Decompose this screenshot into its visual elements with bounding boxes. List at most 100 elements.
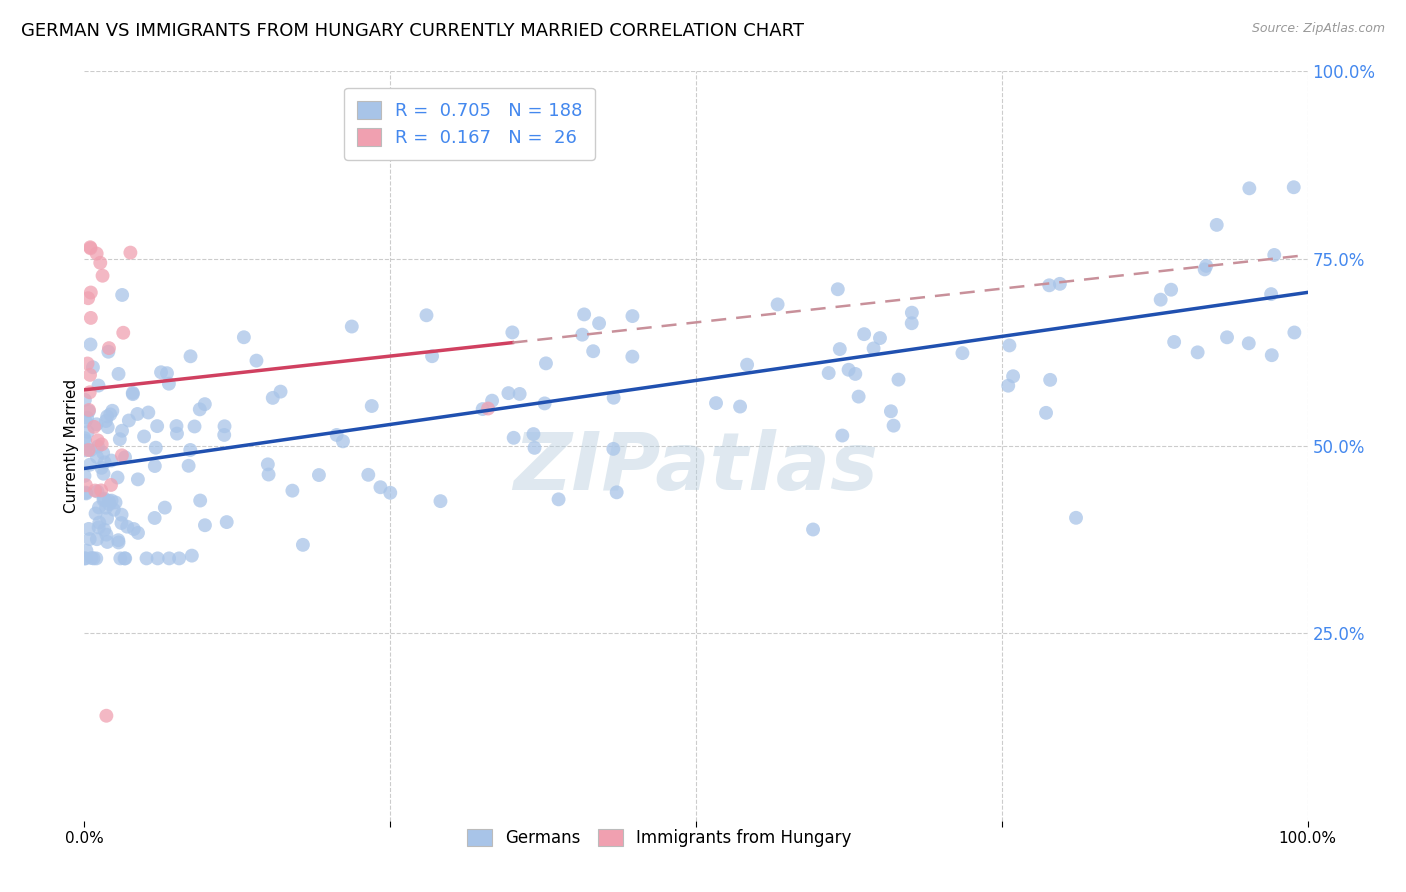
Point [509,387,531,401]
Point [80,285,103,300]
Point [281,483,304,498]
Text: ZIPatlas: ZIPatlas [513,429,879,508]
Point [606,485,628,500]
Point [853,327,876,342]
Point [1239,181,1261,195]
Point [79,241,101,255]
Point [901,306,924,320]
Point [582,344,605,359]
Point [97,493,120,508]
Point [883,418,905,433]
Point [75,414,97,428]
Point [245,353,267,368]
Point [82,360,104,375]
Point [79,458,101,472]
Point [110,508,132,522]
Point [308,468,330,483]
Point [79,368,101,382]
Point [77,291,100,305]
Point [115,519,138,533]
Point [1038,278,1060,293]
Point [143,511,166,525]
Point [801,523,824,537]
Point [621,309,644,323]
Point [111,448,134,462]
Point [87,440,110,454]
Point [257,458,280,472]
Point [77,404,100,418]
Point [73,551,96,566]
Point [84,483,107,498]
Point [602,442,624,456]
Point [104,495,127,509]
Point [97,344,120,359]
Point [502,431,524,445]
Point [340,319,363,334]
Point [602,391,624,405]
Point [831,428,853,442]
Point [183,419,205,434]
Point [87,500,110,515]
Point [93,467,115,481]
Point [232,330,254,344]
Point [180,349,202,363]
Point [887,373,910,387]
Point [127,525,149,540]
Point [114,450,136,465]
Point [87,520,110,534]
Point [1260,287,1282,301]
Point [1160,283,1182,297]
Point [73,392,96,407]
Point [84,551,107,566]
Point [111,288,134,302]
Point [87,378,110,392]
Point [360,399,382,413]
Point [180,549,202,563]
Point [96,535,118,549]
Point [332,434,354,449]
Point [704,396,727,410]
Point [107,367,129,381]
Point [87,434,110,448]
Point [1282,180,1305,194]
Point [84,507,107,521]
Point [135,551,157,566]
Point [1150,293,1173,307]
Point [146,419,169,434]
Point [1261,348,1284,362]
Point [93,455,115,469]
Point [523,441,546,455]
Point [121,387,143,401]
Point [143,458,166,473]
Point [91,268,114,283]
Point [76,410,98,425]
Point [86,417,108,432]
Point [100,493,122,508]
Point [848,390,870,404]
Point [179,442,201,457]
Point [107,535,129,549]
Point [122,522,145,536]
Point [572,307,595,321]
Point [1163,334,1185,349]
Point [127,407,149,421]
Point [166,426,188,441]
Point [93,491,115,506]
Point [588,316,610,330]
Point [1263,248,1285,262]
Point [96,708,118,723]
Point [100,478,122,492]
Point [98,408,121,422]
Point [75,486,97,500]
Point [86,450,108,464]
Point [1002,369,1025,384]
Point [96,409,118,424]
Point [534,356,557,370]
Point [91,446,114,460]
Point [212,428,235,442]
Point [817,366,839,380]
Point [83,551,105,566]
Point [110,516,132,530]
Point [114,551,136,566]
Point [1237,336,1260,351]
